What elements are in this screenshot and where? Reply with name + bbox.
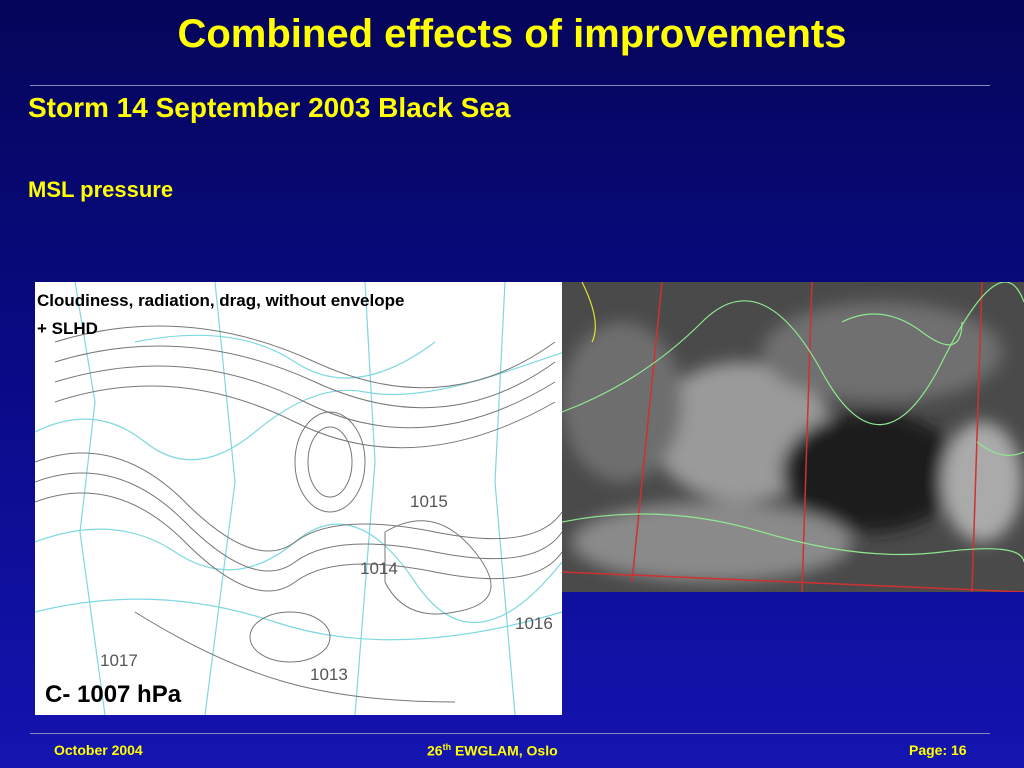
event-number: 26 [427,742,443,759]
isobar-label: 1016 [515,614,553,633]
title: Combined effects of improvements [177,12,847,56]
satellite-image [561,281,1024,593]
isobar-label: 1013 [310,665,348,684]
event-name: EWGLAM, Oslo [451,742,558,759]
footer-divider [30,733,990,734]
footer-date: October 2004 [54,742,143,758]
isobar-labels: 1015 1014 1017 1013 1016 [100,492,553,684]
pressure-map: 1015 1014 1017 1013 1016 Cloudiness, rad… [35,282,562,715]
divider [30,85,990,86]
center-pressure: C- 1007 hPa [45,681,182,708]
map-caption: Cloudiness, radiation, drag, without env… [37,291,405,310]
map-caption: + SLHD [37,319,98,338]
subtitle: Storm 14 September 2003 Black Sea [28,92,511,123]
section-heading: MSL pressure [28,177,174,202]
isobar-label: 1015 [410,492,448,511]
event-suffix: th [442,742,452,752]
footer-page: Page: 16 [909,742,967,758]
footer-event: 26th EWGLAM, Oslo [427,742,558,759]
satellite-drawing [561,281,1024,593]
isobar-label: 1017 [100,651,138,670]
map-drawing: 1015 1014 1017 1013 1016 [35,282,562,715]
isobar-label: 1014 [360,559,398,578]
